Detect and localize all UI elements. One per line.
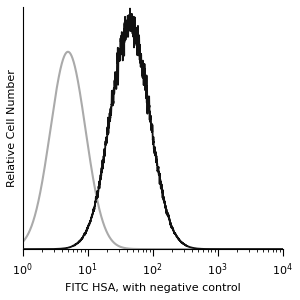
Y-axis label: Relative Cell Number: Relative Cell Number xyxy=(7,69,17,187)
X-axis label: FITC HSA, with negative control: FITC HSA, with negative control xyxy=(65,283,241,293)
